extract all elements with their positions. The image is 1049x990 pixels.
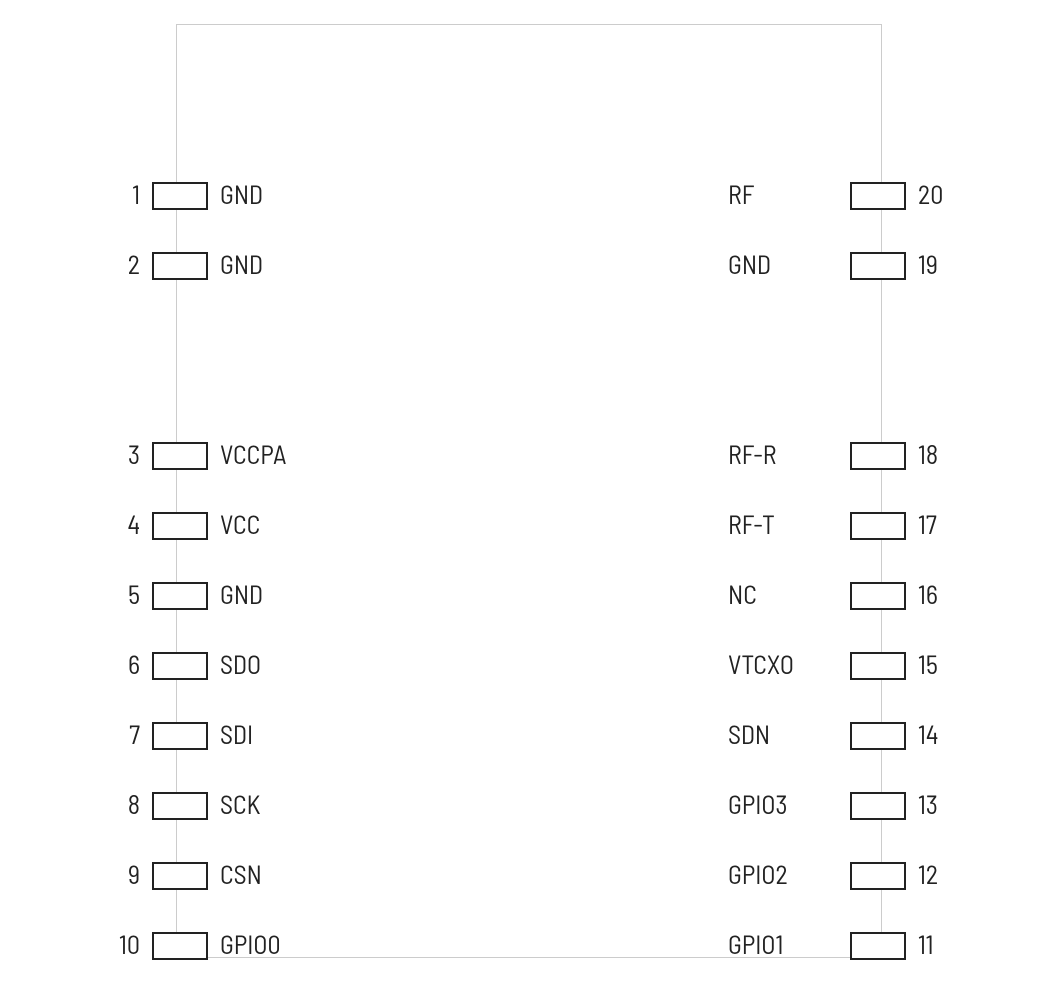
pin-number-left: 5 — [80, 582, 140, 608]
pin-pad-left — [152, 792, 208, 820]
pin-pad-right — [850, 792, 906, 820]
pin-name-right: GPIO1 — [728, 932, 838, 958]
pin-name-right: RF-T — [728, 512, 838, 538]
pin-name-left: GND — [220, 252, 263, 278]
pin-pad-left — [152, 582, 208, 610]
pin-name-right: GND — [728, 252, 838, 278]
pin-name-left: GND — [220, 582, 263, 608]
pin-number-right: 12 — [918, 862, 938, 888]
pin-pad-left — [152, 252, 208, 280]
pin-name-right: RF-R — [728, 442, 838, 468]
pinout-diagram: 1 GND 2 GND 3 VCCPA 4 VCC 5 GND 6 SDO 7 SDI 8 SCK 9 CSN 10… — [0, 0, 1049, 990]
pin-pad-left — [152, 442, 208, 470]
pin-pad-left — [152, 932, 208, 960]
pin-number-right: 20 — [918, 182, 943, 208]
pin-pad-right — [850, 252, 906, 280]
pin-pad-right — [850, 722, 906, 750]
pin-name-right: GPIO3 — [728, 792, 838, 818]
pin-number-left: 4 — [80, 512, 140, 538]
pin-number-left: 6 — [80, 652, 140, 678]
pin-name-right: VTCXO — [728, 652, 838, 678]
pin-pad-left — [152, 722, 208, 750]
pin-number-right: 14 — [918, 722, 938, 748]
pin-name-right: RF — [728, 182, 838, 208]
pin-name-left: SCK — [220, 792, 260, 818]
pin-pad-right — [850, 512, 906, 540]
pin-number-right: 11 — [918, 932, 934, 958]
pin-name-right: NC — [728, 582, 838, 608]
pin-name-left: GND — [220, 182, 263, 208]
pin-number-right: 16 — [918, 582, 938, 608]
pin-number-left: 9 — [80, 862, 140, 888]
pin-pad-right — [850, 652, 906, 680]
pin-pad-left — [152, 512, 208, 540]
pin-pad-left — [152, 182, 208, 210]
pin-number-right: 13 — [918, 792, 938, 818]
pin-name-right: SDN — [728, 722, 838, 748]
pin-name-left: CSN — [220, 862, 262, 888]
pin-number-left: 2 — [80, 252, 140, 278]
pin-name-left: SDO — [220, 652, 261, 678]
pin-name-left: VCCPA — [220, 442, 286, 468]
pin-number-left: 3 — [80, 442, 140, 468]
pin-number-left: 7 — [80, 722, 140, 748]
pin-pad-left — [152, 652, 208, 680]
pin-number-left: 8 — [80, 792, 140, 818]
pin-number-left: 10 — [80, 932, 140, 958]
pin-pad-right — [850, 182, 906, 210]
pin-number-right: 19 — [918, 252, 938, 278]
pin-name-left: SDI — [220, 722, 253, 748]
pin-pad-right — [850, 442, 906, 470]
pin-pad-right — [850, 582, 906, 610]
pin-pad-left — [152, 862, 208, 890]
pin-number-right: 18 — [918, 442, 938, 468]
pin-name-left: VCC — [220, 512, 260, 538]
pin-name-left: GPIO0 — [220, 932, 281, 958]
pin-number-right: 17 — [918, 512, 937, 538]
pin-pad-right — [850, 932, 906, 960]
pin-number-left: 1 — [80, 182, 140, 208]
pin-number-right: 15 — [918, 652, 938, 678]
pin-name-right: GPIO2 — [728, 862, 838, 888]
pin-pad-right — [850, 862, 906, 890]
